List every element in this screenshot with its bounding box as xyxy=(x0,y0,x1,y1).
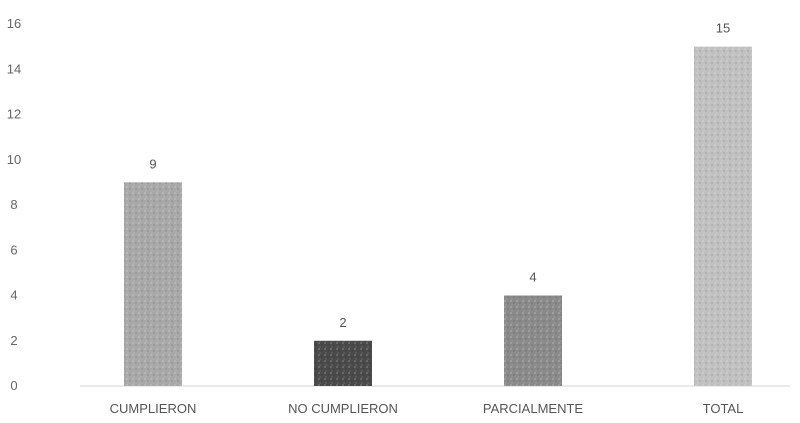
y-tick-label: 14 xyxy=(7,61,21,76)
y-tick-label: 16 xyxy=(7,16,21,31)
data-label: 9 xyxy=(149,156,156,171)
y-tick-label: 6 xyxy=(10,242,17,257)
y-tick-label: 8 xyxy=(10,197,17,212)
y-tick-label: 0 xyxy=(10,378,17,393)
data-label: 15 xyxy=(716,21,730,36)
y-tick-label: 12 xyxy=(7,107,21,122)
x-tick-label: TOTAL xyxy=(703,401,744,416)
x-tick-label: NO CUMPLIERON xyxy=(288,401,398,416)
data-label: 4 xyxy=(529,270,536,285)
x-axis-labels: CUMPLIERON NO CUMPLIERON PARCIALMENTE TOTAL xyxy=(110,401,744,416)
bars-group xyxy=(124,46,752,386)
bar-texture xyxy=(694,46,752,386)
data-labels-group: 9 2 4 15 xyxy=(149,21,730,330)
bar-texture xyxy=(314,340,372,386)
data-label: 2 xyxy=(339,315,346,330)
x-tick-label: CUMPLIERON xyxy=(110,401,197,416)
y-tick-label: 10 xyxy=(7,152,21,167)
y-tick-label: 2 xyxy=(10,333,17,348)
y-axis: 0 2 4 6 8 10 12 14 16 xyxy=(7,16,21,393)
y-tick-label: 4 xyxy=(10,288,17,303)
x-tick-label: PARCIALMENTE xyxy=(483,401,583,416)
bar-texture xyxy=(124,182,182,386)
bar-texture xyxy=(504,295,562,386)
